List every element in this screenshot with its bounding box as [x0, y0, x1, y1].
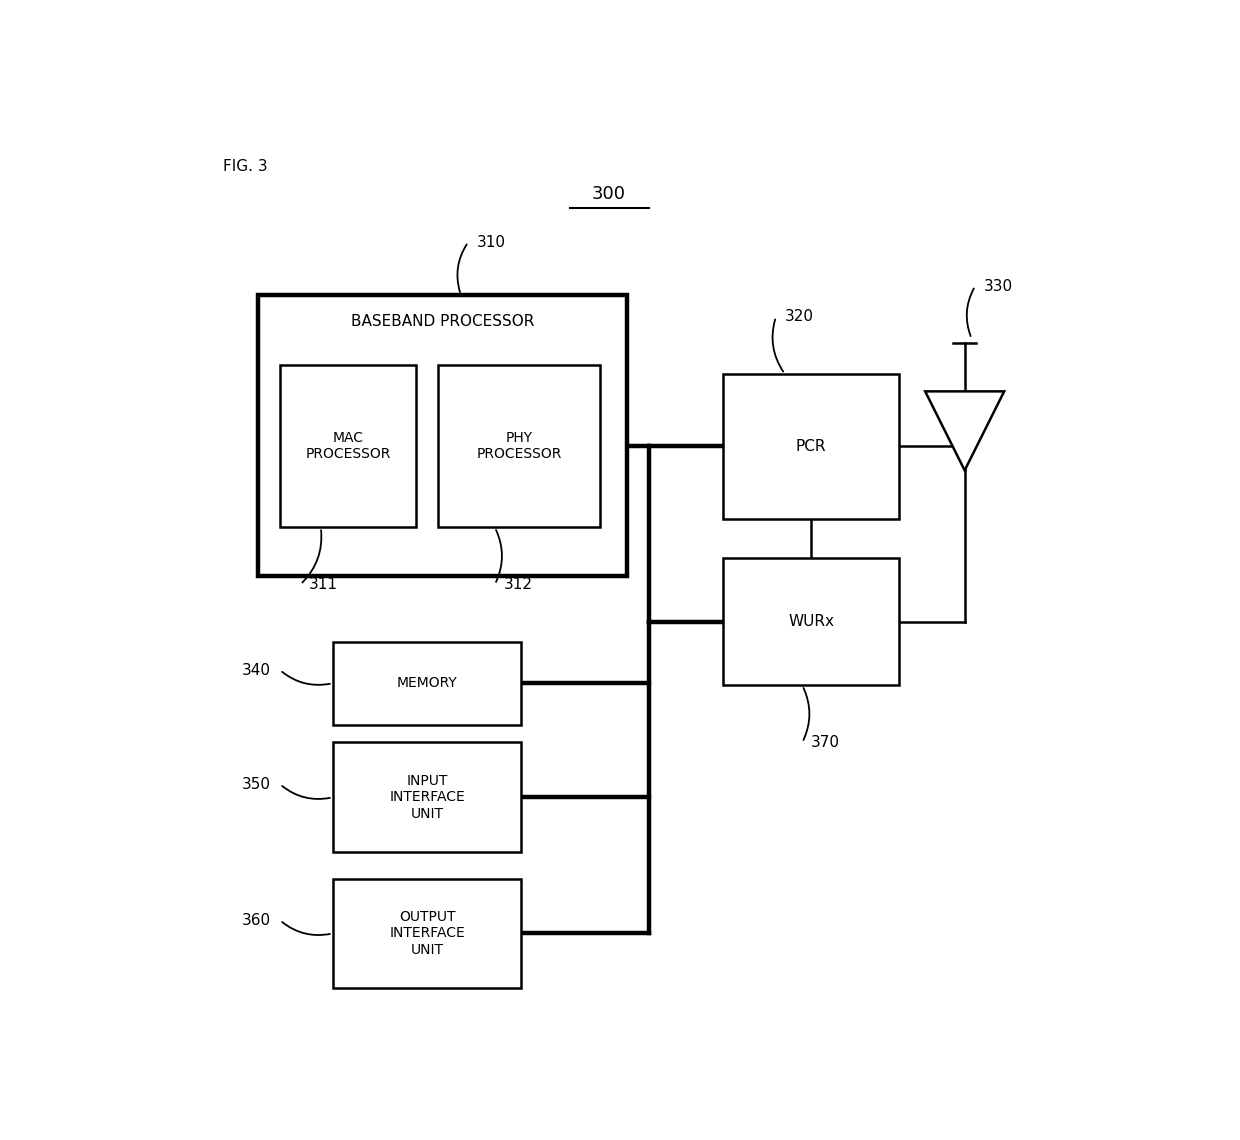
- Text: PHY
PROCESSOR: PHY PROCESSOR: [476, 431, 562, 462]
- Polygon shape: [925, 391, 1004, 471]
- FancyBboxPatch shape: [332, 642, 521, 725]
- FancyBboxPatch shape: [723, 374, 899, 519]
- Text: 350: 350: [242, 776, 272, 791]
- Text: 320: 320: [785, 309, 813, 324]
- FancyBboxPatch shape: [723, 559, 899, 685]
- Text: MEMORY: MEMORY: [397, 676, 458, 690]
- Text: INPUT
INTERFACE
UNIT: INPUT INTERFACE UNIT: [389, 774, 465, 821]
- Text: MAC
PROCESSOR: MAC PROCESSOR: [305, 431, 391, 462]
- Text: BASEBAND PROCESSOR: BASEBAND PROCESSOR: [351, 315, 534, 329]
- FancyBboxPatch shape: [280, 365, 417, 528]
- FancyBboxPatch shape: [258, 295, 626, 576]
- Text: 312: 312: [503, 577, 533, 592]
- Text: 330: 330: [985, 278, 1013, 293]
- Text: 300: 300: [593, 185, 626, 203]
- Text: 370: 370: [811, 735, 839, 750]
- Text: 340: 340: [242, 662, 272, 677]
- Text: WURx: WURx: [789, 614, 835, 629]
- Text: PCR: PCR: [796, 439, 826, 454]
- FancyBboxPatch shape: [438, 365, 600, 528]
- FancyBboxPatch shape: [332, 879, 521, 988]
- Text: OUTPUT
INTERFACE
UNIT: OUTPUT INTERFACE UNIT: [389, 910, 465, 956]
- FancyBboxPatch shape: [332, 742, 521, 853]
- Text: 360: 360: [242, 913, 272, 928]
- Text: 310: 310: [477, 235, 506, 250]
- Text: 311: 311: [309, 577, 339, 592]
- Text: FIG. 3: FIG. 3: [223, 158, 268, 173]
